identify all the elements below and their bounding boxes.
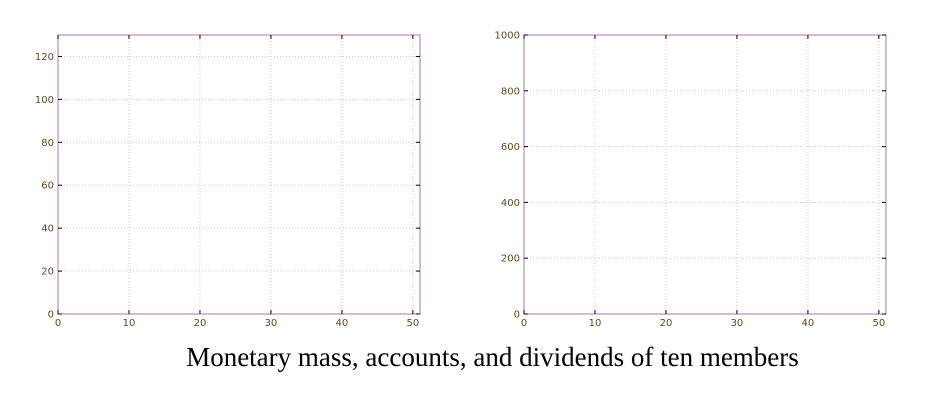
right-chart: 0 10 20 30 40 50 0 200 400 600 800 1000 [495,31,887,329]
y-tick-label: 20 [41,267,54,278]
y-tick-label: 600 [501,142,520,153]
x-tick-label: 40 [336,318,349,329]
y-tick-label: 80 [41,138,54,149]
plot-background [524,35,886,314]
y-tick-label: 40 [41,224,54,235]
plot-frame [57,34,421,315]
x-tick-label: 0 [55,318,61,329]
y-tick-label: 120 [35,52,54,63]
x-tick-label: 40 [802,318,815,329]
y-tick-label: 0 [514,310,520,321]
y-tick-label: 0 [48,310,54,321]
y-tick-label: 60 [41,181,54,192]
plot-frame [523,34,887,315]
x-tick-label: 20 [194,318,207,329]
y-tick-label: 100 [35,95,54,106]
x-tick-label: 10 [589,318,602,329]
y-tick-label: 200 [501,254,520,265]
x-tick-label: 50 [407,318,420,329]
y-tick-label: 800 [501,86,520,97]
figure-caption: Monetary mass, accounts, and dividends o… [186,342,799,372]
x-tick-label: 20 [660,318,673,329]
x-tick-label: 50 [873,318,886,329]
x-tick-label: 30 [265,318,278,329]
x-tick-label: 30 [731,318,744,329]
x-tick-label: 0 [521,318,527,329]
left-chart: 0 10 20 30 40 50 0 20 40 60 80 100 120 [35,34,421,329]
figure: 0 10 20 30 40 50 0 20 40 60 80 100 120 0 10 20 30 40 50 0 2… [35,31,887,329]
y-tick-label: 400 [501,198,520,209]
x-tick-label: 10 [123,318,136,329]
plot-background [58,35,420,314]
y-tick-label: 1000 [495,31,520,42]
